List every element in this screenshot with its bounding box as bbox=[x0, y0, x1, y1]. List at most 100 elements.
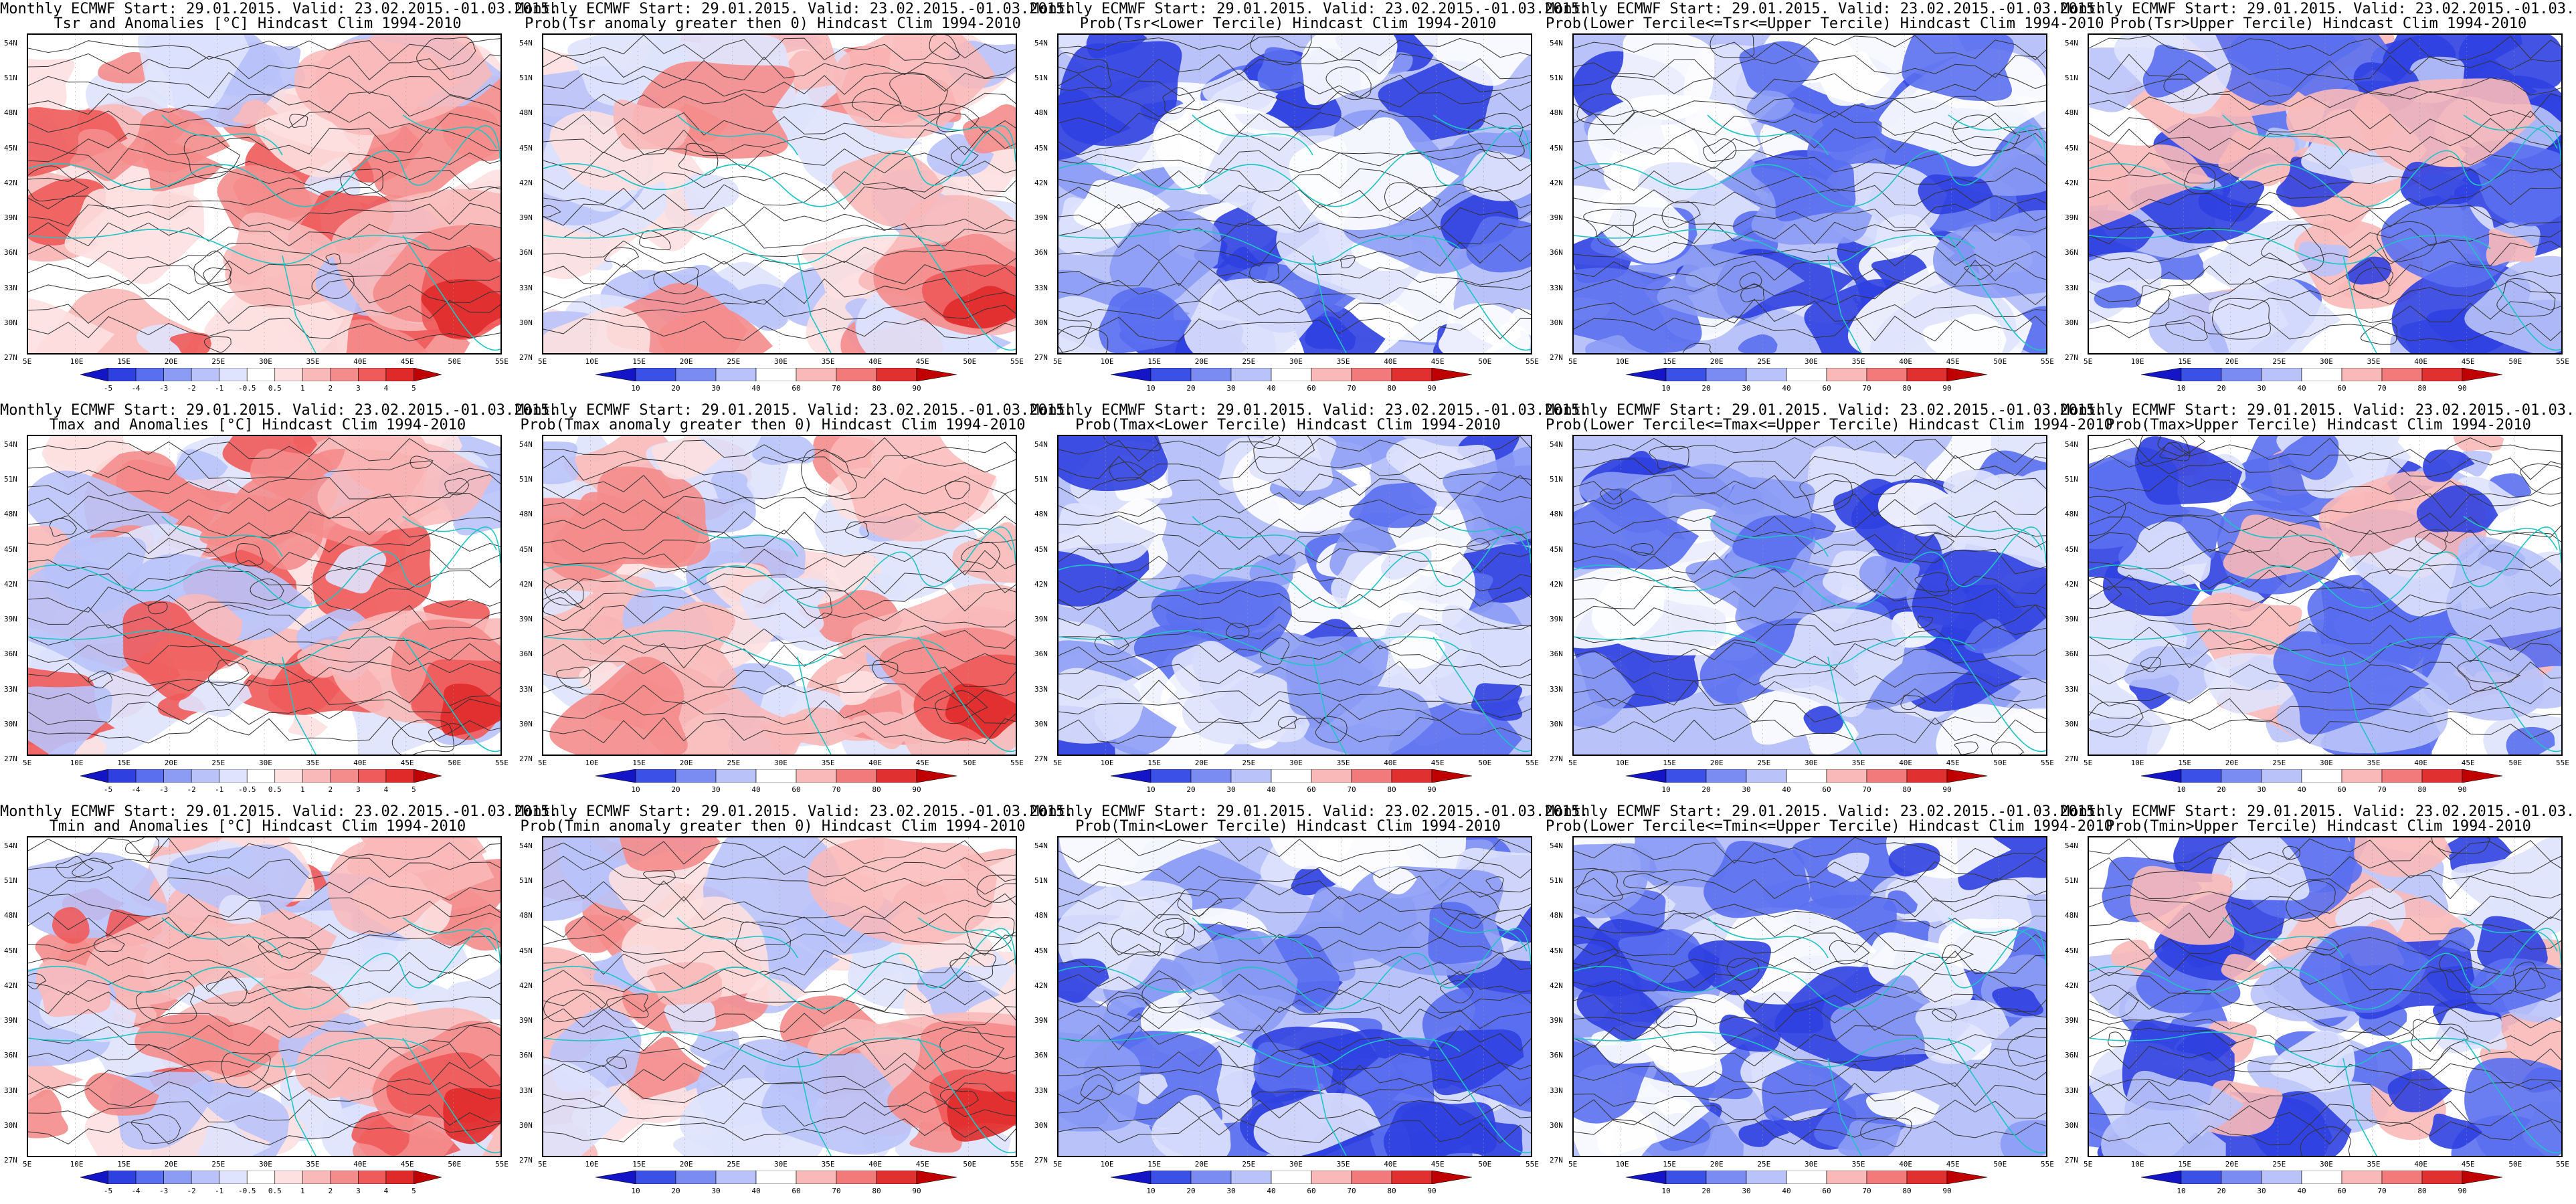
longitude-label: 45E bbox=[400, 1160, 414, 1169]
colorbar: 10 20 30 40 60 70 80 90 bbox=[1626, 368, 1987, 396]
colorbar-tick-label: 40 bbox=[1782, 785, 1791, 794]
colorbar-tick-label: 40 bbox=[751, 384, 761, 393]
field-shading bbox=[2278, 436, 2339, 480]
field-shading bbox=[739, 577, 828, 637]
longitude-label: 20E bbox=[1194, 759, 1208, 767]
map-area bbox=[27, 836, 502, 1157]
field-shading bbox=[2299, 926, 2429, 1013]
colorbar-tick-label: 90 bbox=[1942, 785, 1952, 794]
latitude-label: 39N bbox=[519, 615, 533, 624]
colorbar-tick-label: -5 bbox=[103, 785, 113, 794]
longitude-label: 5E bbox=[1053, 759, 1063, 767]
longitude-label: 15E bbox=[1147, 1160, 1162, 1169]
colorbar-tick-label: 40 bbox=[1782, 384, 1791, 393]
latitude-label: 33N bbox=[2065, 283, 2078, 292]
colorbar-tick-label: 40 bbox=[1267, 384, 1276, 393]
panel-title-line2: Tsr and Anomalies [°C] Hindcast Clim 199… bbox=[54, 15, 462, 32]
field-shading bbox=[2183, 35, 2363, 106]
latitude-label: 51N bbox=[2065, 876, 2078, 886]
longitude-label: 40E bbox=[1899, 357, 1913, 366]
latitude-label: 54N bbox=[1550, 440, 1563, 449]
field-shading bbox=[543, 306, 651, 353]
colorbar-tick-label: 80 bbox=[1387, 785, 1396, 794]
colorbar-tick-label: 20 bbox=[1186, 384, 1196, 393]
colorbar-tick-label: 90 bbox=[1427, 384, 1437, 393]
longitude-label: 35E bbox=[306, 759, 320, 767]
map-area bbox=[1057, 33, 1532, 355]
field-shading bbox=[2223, 514, 2340, 580]
colorbar-tick-label: 20 bbox=[2217, 384, 2226, 393]
map-area bbox=[2088, 836, 2563, 1157]
colorbar-tick-label: -3 bbox=[159, 1187, 169, 1195]
latitude-label: 36N bbox=[2065, 248, 2078, 258]
colorbar-tick-label: 0.5 bbox=[268, 1187, 282, 1195]
colorbar-tick-label: 30 bbox=[1226, 785, 1236, 794]
field-shading bbox=[167, 844, 310, 917]
field-shading bbox=[1172, 640, 1263, 700]
longitude-label: 40E bbox=[2414, 1160, 2428, 1169]
field-shading bbox=[1438, 303, 1522, 353]
colorbar-tick-label: 60 bbox=[1307, 384, 1316, 393]
longitude-label: 55E bbox=[1010, 1160, 1024, 1169]
latitude-label: 45N bbox=[2065, 946, 2078, 955]
latitude-label: 42N bbox=[4, 579, 17, 589]
map-area bbox=[27, 33, 502, 355]
colorbar-tick-label: 20 bbox=[2217, 1187, 2226, 1195]
field-shading bbox=[2381, 194, 2520, 288]
colorbar-tick-label: 30 bbox=[711, 1187, 721, 1195]
field-shading bbox=[2354, 837, 2452, 878]
field-shading bbox=[1059, 668, 1143, 744]
latitude-label: 54N bbox=[4, 39, 17, 47]
colorbar-tick-label: 60 bbox=[1307, 1187, 1316, 1195]
latitude-label: 33N bbox=[1034, 1086, 1048, 1095]
colorbar-tick-label: 30 bbox=[1226, 1187, 1236, 1195]
latitude-label: 30N bbox=[2065, 1120, 2078, 1130]
longitude-label: 25E bbox=[211, 357, 225, 366]
colorbar-tick-label: -5 bbox=[103, 1187, 113, 1195]
field-shading bbox=[1918, 174, 1994, 215]
longitude-label: 55E bbox=[495, 1160, 509, 1169]
field-shading bbox=[1574, 488, 1699, 570]
colorbar-tick-label: -2 bbox=[187, 785, 196, 794]
latitude-label: 54N bbox=[2065, 841, 2078, 850]
panel-title-line2: Prob(Tmax<Lower Tercile) Hindcast Clim 1… bbox=[1075, 417, 1501, 433]
field-shading bbox=[2462, 140, 2561, 227]
latitude-label: 51N bbox=[1550, 74, 1563, 83]
longitude-label: 40E bbox=[1384, 759, 1398, 767]
longitude-label: 10E bbox=[70, 759, 84, 767]
colorbar-tick-label: -3 bbox=[159, 384, 169, 393]
latitude-label: 51N bbox=[519, 475, 533, 484]
longitude-label: 45E bbox=[400, 357, 414, 366]
latitude-label: 51N bbox=[2065, 475, 2078, 484]
field-shading bbox=[711, 470, 753, 504]
longitude-label: 45E bbox=[2461, 1160, 2475, 1169]
latitude-label: 54N bbox=[4, 440, 17, 449]
latitude-label: 42N bbox=[519, 579, 533, 589]
latitude-label: 39N bbox=[1034, 213, 1048, 223]
latitude-label: 54N bbox=[1550, 39, 1563, 47]
colorbar-tick-label: 10 bbox=[1146, 384, 1156, 393]
field-shading bbox=[28, 58, 75, 122]
colorbar-tick-label: 20 bbox=[671, 1187, 680, 1195]
latitude-label: 51N bbox=[519, 876, 533, 886]
longitude-label: 20E bbox=[164, 759, 178, 767]
latitude-label: 39N bbox=[519, 1016, 533, 1025]
field-shading bbox=[852, 711, 916, 750]
latitude-label: 42N bbox=[1550, 579, 1563, 589]
colorbar-tick-label: 40 bbox=[751, 785, 761, 794]
colorbar-tick-label: 10 bbox=[631, 785, 640, 794]
latitude-label: 51N bbox=[2065, 74, 2078, 83]
colorbar-tick-label: 90 bbox=[1427, 1187, 1437, 1195]
longitude-label: 50E bbox=[448, 759, 462, 767]
colorbar: 10 20 30 40 60 70 80 90 bbox=[1111, 1171, 1472, 1199]
latitude-label: 45N bbox=[1550, 143, 1563, 153]
field-shading bbox=[1253, 1092, 1381, 1156]
field-shading bbox=[1687, 940, 1772, 996]
longitude-label: 50E bbox=[1993, 1160, 2007, 1169]
colorbar: -5 -4 -3 -2 -1 -0.5 0.5 1 2 3 4 5 bbox=[80, 368, 442, 396]
field-shading bbox=[2464, 1058, 2561, 1156]
colorbar-tick-label: 70 bbox=[1347, 1187, 1356, 1195]
field-shading bbox=[608, 1036, 713, 1100]
longitude-label: 40E bbox=[1899, 759, 1913, 767]
latitude-label: 51N bbox=[1550, 475, 1563, 484]
